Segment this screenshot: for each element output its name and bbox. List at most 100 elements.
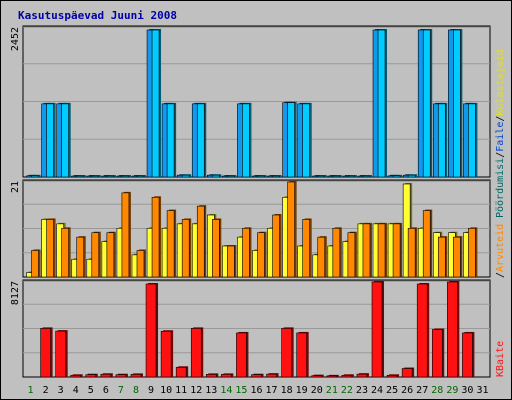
bar-arvuteid-undefined	[422, 210, 431, 278]
bar-prdumisi-undefined	[76, 175, 85, 178]
bar-prdumisi-undefined	[196, 103, 205, 178]
x-tick-label: 5	[88, 385, 94, 396]
bar-prdumisi-undefined	[91, 175, 100, 178]
legend: Pöördumisi/Faile/Külastajaid/ArvuteidKBa…	[495, 49, 506, 377]
bar-kbaite-undefined	[55, 330, 66, 378]
bar-arvuteid-undefined	[362, 223, 371, 278]
x-tick-label: 24	[371, 385, 383, 396]
bar-arvuteid-undefined	[136, 250, 145, 278]
bar-prdumisi-undefined	[61, 103, 69, 178]
x-tick-label: 10	[160, 385, 172, 396]
bar-kbaite-undefined	[115, 374, 127, 378]
bar-prdumisi-undefined	[317, 175, 326, 178]
x-tick-label: 27	[416, 385, 428, 396]
bar-kbaite-undefined	[190, 328, 202, 378]
bar-kbaite-undefined	[431, 329, 443, 378]
x-tick-label: 21	[326, 385, 338, 396]
bar-arvuteid-undefined	[166, 210, 175, 278]
legend-text: /Arvuteid	[495, 224, 506, 278]
x-tick-label: 18	[281, 385, 293, 396]
bar-prdumisi-undefined	[242, 103, 250, 178]
x-tick-label: 20	[311, 385, 323, 396]
bar-arvuteid-undefined	[332, 227, 341, 278]
x-tick-label: 19	[296, 385, 308, 396]
x-tick-label: 31	[476, 385, 488, 396]
bar-arvuteid-undefined	[377, 223, 386, 278]
bar-kbaite-undefined	[296, 332, 307, 378]
panel-3: 8127	[10, 279, 491, 378]
bar-prdumisi-undefined	[287, 102, 295, 178]
bar-prdumisi-undefined	[407, 174, 416, 178]
bar-prdumisi-undefined	[136, 175, 145, 178]
bar-kbaite-undefined	[130, 374, 142, 378]
x-tick-label: 4	[73, 385, 79, 396]
x-tick-label: 7	[118, 385, 124, 396]
legend-entry: KBaite	[495, 341, 506, 377]
panel-1: 2452	[10, 25, 491, 178]
bar-kbaite-undefined	[447, 281, 458, 378]
bar-kbaite-undefined	[281, 328, 292, 378]
bar-prdumisi-undefined	[212, 174, 220, 178]
bar-kbaite-undefined	[311, 375, 323, 378]
bar-kbaite-undefined	[70, 374, 82, 378]
x-tick-label: 14	[220, 385, 232, 396]
bar-prdumisi-undefined	[302, 103, 310, 178]
bar-prdumisi-undefined	[46, 103, 54, 178]
bar-arvuteid-undefined	[181, 219, 190, 278]
bar-kbaite-undefined	[341, 374, 353, 378]
y-max-label: 2452	[10, 27, 21, 51]
x-tick-label: 3	[58, 385, 64, 396]
bar-prdumisi-undefined	[332, 175, 341, 178]
bar-kbaite-undefined	[100, 373, 112, 378]
bar-arvuteid-undefined	[468, 227, 476, 278]
x-tick-label: 12	[190, 385, 202, 396]
bar-prdumisi-undefined	[422, 29, 431, 178]
bar-prdumisi-undefined	[227, 175, 235, 178]
bar-prdumisi-undefined	[362, 175, 371, 178]
bar-kbaite-undefined	[236, 332, 247, 378]
legend-entry: /	[495, 152, 506, 158]
bar-arvuteid-undefined	[242, 227, 250, 278]
bar-arvuteid-undefined	[31, 250, 39, 278]
y-max-label: 21	[10, 181, 21, 193]
x-tick-label: 26	[401, 385, 413, 396]
bar-arvuteid-undefined	[61, 227, 69, 278]
bar-arvuteid-undefined	[196, 205, 205, 278]
bar-prdumisi-undefined	[257, 175, 265, 178]
bar-arvuteid-undefined	[437, 236, 446, 278]
bar-arvuteid-undefined	[121, 192, 130, 278]
bar-kbaite-undefined	[145, 283, 157, 378]
x-tick-label: 1	[28, 385, 34, 396]
bar-arvuteid-undefined	[106, 232, 115, 278]
bar-prdumisi-undefined	[166, 103, 175, 178]
bar-arvuteid-undefined	[257, 232, 265, 278]
bar-kbaite-undefined	[416, 283, 428, 378]
chart-title: Kasutuspäevad Juuni 2008	[18, 9, 177, 22]
bar-prdumisi-undefined	[453, 29, 461, 178]
y-max-label: 8127	[10, 281, 21, 305]
legend-entry: Faile	[495, 122, 506, 152]
legend-entry: Pöördumisi	[495, 158, 506, 218]
x-tick-label: 17	[266, 385, 278, 396]
bar-arvuteid-undefined	[212, 219, 220, 278]
bar-arvuteid-undefined	[46, 219, 54, 278]
x-tick-label: 28	[431, 385, 443, 396]
bar-prdumisi-undefined	[437, 103, 446, 178]
x-tick-label: 30	[461, 385, 473, 396]
x-tick-label: 15	[235, 385, 247, 396]
bar-arvuteid-undefined	[317, 236, 326, 278]
bar-prdumisi-undefined	[377, 29, 386, 178]
bar-arvuteid-undefined	[76, 236, 85, 278]
x-tick-label: 8	[133, 385, 139, 396]
bar-kbaite-undefined	[160, 330, 172, 378]
bar-arvuteid-undefined	[287, 181, 295, 278]
x-tick-label: 6	[103, 385, 109, 396]
x-tick-label: 11	[175, 385, 187, 396]
bar-kbaite-undefined	[206, 374, 217, 378]
legend-text: KBaite	[495, 341, 506, 377]
bar-arvuteid-undefined	[302, 219, 310, 278]
x-tick-label: 9	[148, 385, 154, 396]
bar-kbaite-undefined	[221, 374, 232, 378]
x-tick-label: 25	[386, 385, 398, 396]
bar-prdumisi-undefined	[106, 175, 115, 178]
